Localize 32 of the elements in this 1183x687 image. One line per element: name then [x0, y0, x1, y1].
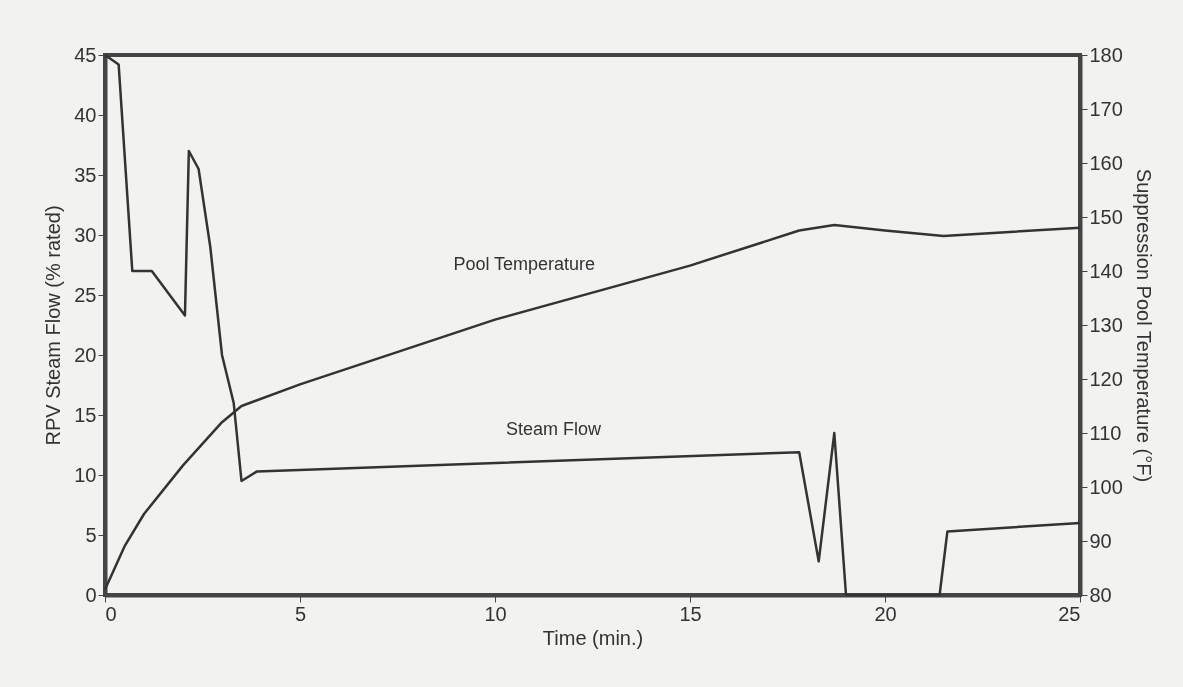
x-tick-label: 5 — [294, 602, 307, 625]
y2-axis-title: Suppression Pool Temperature (°F) — [1132, 168, 1155, 483]
y2-tick-label: 120 — [1089, 367, 1123, 390]
y-tick-label: 35 — [74, 163, 97, 186]
y-tick-label: 45 — [74, 43, 97, 66]
y2-tick-label: 150 — [1089, 205, 1123, 228]
y2-tick-label: 160 — [1089, 151, 1123, 174]
y-tick-label: 10 — [74, 463, 97, 486]
series-label: Pool Temperature — [453, 253, 596, 274]
y-tick-label: 40 — [74, 103, 97, 126]
y2-tick-label: 90 — [1089, 529, 1112, 552]
x-tick-label: 15 — [679, 602, 702, 625]
y2-tick-label: 180 — [1089, 43, 1123, 66]
x-axis-title: Time (min.) — [542, 626, 644, 649]
y2-tick-label: 130 — [1089, 313, 1123, 336]
y-axis-title: RPV Steam Flow (% rated) — [42, 205, 65, 446]
series-label: Steam Flow — [505, 419, 603, 440]
y2-tick-label: 110 — [1089, 421, 1122, 444]
y2-tick-label: 80 — [1089, 583, 1112, 606]
x-tick-label: 25 — [1058, 602, 1081, 625]
y-tick-label: 25 — [74, 283, 97, 306]
y2-tick-label: 140 — [1089, 259, 1123, 282]
y-tick-label: 5 — [85, 523, 97, 546]
y-tick-label: 15 — [74, 403, 97, 426]
y-tick-label: 0 — [85, 583, 97, 606]
y-tick-label: 30 — [74, 223, 97, 246]
x-tick-label: 20 — [874, 602, 897, 625]
x-tick-label: 10 — [484, 602, 507, 625]
y2-tick-label: 170 — [1089, 97, 1123, 120]
x-tick-label: 0 — [105, 602, 117, 625]
y2-tick-label: 100 — [1089, 475, 1123, 498]
y-tick-label: 20 — [74, 343, 97, 366]
